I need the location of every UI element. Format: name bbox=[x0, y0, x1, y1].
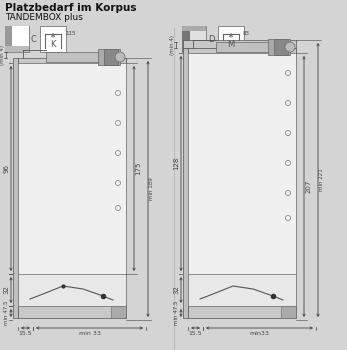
Text: min 47.5: min 47.5 bbox=[5, 301, 9, 325]
Text: 32: 32 bbox=[174, 286, 179, 294]
Bar bbox=[183, 48, 188, 318]
Text: 83: 83 bbox=[243, 31, 250, 36]
Bar bbox=[182, 26, 206, 31]
Text: TANDEMBOX plus: TANDEMBOX plus bbox=[5, 13, 83, 22]
Bar bbox=[281, 306, 296, 318]
Text: 96: 96 bbox=[3, 164, 9, 173]
Text: (min 4): (min 4) bbox=[170, 35, 175, 55]
Bar bbox=[5, 26, 12, 52]
Circle shape bbox=[285, 42, 295, 52]
Text: 175: 175 bbox=[135, 162, 142, 175]
Bar bbox=[190, 31, 206, 52]
Text: D: D bbox=[208, 35, 214, 43]
Text: 128: 128 bbox=[174, 157, 179, 170]
Bar bbox=[182, 26, 206, 52]
Text: K: K bbox=[50, 40, 56, 49]
Text: min 33: min 33 bbox=[78, 331, 100, 336]
Bar bbox=[12, 26, 29, 46]
Bar bbox=[18, 63, 126, 274]
Text: 15.5: 15.5 bbox=[189, 331, 202, 336]
Text: 32: 32 bbox=[3, 286, 9, 294]
Bar bbox=[18, 306, 126, 318]
Circle shape bbox=[115, 52, 125, 62]
Text: min33: min33 bbox=[249, 331, 269, 336]
Bar bbox=[188, 306, 296, 318]
Bar bbox=[18, 274, 126, 306]
Text: min 47.5: min 47.5 bbox=[175, 301, 179, 325]
Bar bbox=[268, 39, 290, 55]
Bar bbox=[188, 48, 296, 53]
Bar bbox=[188, 274, 296, 306]
Bar bbox=[98, 49, 120, 65]
Bar bbox=[5, 26, 29, 52]
Text: M: M bbox=[227, 40, 235, 49]
Bar bbox=[183, 40, 296, 48]
Bar bbox=[13, 58, 18, 318]
Bar bbox=[40, 26, 66, 52]
Text: min 221: min 221 bbox=[320, 169, 324, 191]
Bar bbox=[274, 39, 288, 55]
Text: 15.5: 15.5 bbox=[19, 331, 32, 336]
Bar bbox=[111, 306, 126, 318]
Text: 207: 207 bbox=[305, 180, 312, 193]
Bar bbox=[188, 53, 296, 274]
Bar bbox=[104, 49, 118, 65]
Bar bbox=[218, 26, 244, 52]
Text: 115: 115 bbox=[65, 31, 76, 36]
Bar bbox=[216, 42, 276, 52]
Text: Platzbedarf im Korpus: Platzbedarf im Korpus bbox=[5, 3, 136, 13]
Bar bbox=[5, 46, 29, 52]
Text: (min 4): (min 4) bbox=[0, 45, 5, 65]
Bar bbox=[46, 52, 106, 62]
Text: min 189: min 189 bbox=[150, 178, 154, 200]
Bar bbox=[182, 26, 190, 52]
Bar bbox=[18, 58, 126, 63]
Text: C: C bbox=[31, 35, 37, 43]
